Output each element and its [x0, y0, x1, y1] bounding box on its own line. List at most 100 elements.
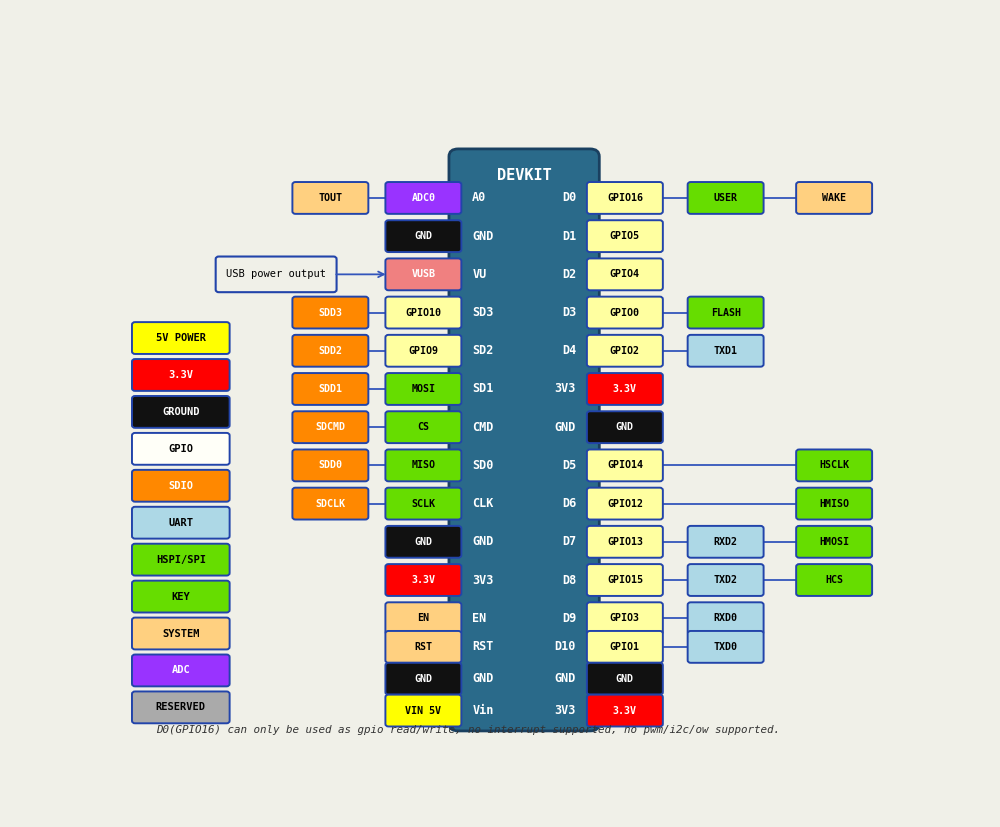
FancyBboxPatch shape — [587, 335, 663, 366]
Text: D5: D5 — [562, 459, 576, 472]
Text: SDD0: SDD0 — [318, 461, 342, 471]
Text: GPIO: GPIO — [168, 444, 193, 454]
Text: GROUND: GROUND — [162, 407, 200, 417]
FancyBboxPatch shape — [292, 449, 368, 481]
FancyBboxPatch shape — [132, 507, 230, 538]
Text: SD2: SD2 — [472, 344, 494, 357]
Text: RESERVED: RESERVED — [156, 702, 206, 712]
FancyBboxPatch shape — [132, 618, 230, 649]
Text: SYSTEM: SYSTEM — [162, 629, 200, 638]
FancyBboxPatch shape — [385, 182, 461, 214]
FancyBboxPatch shape — [587, 297, 663, 328]
Text: SD1: SD1 — [472, 382, 494, 395]
Text: GND: GND — [472, 672, 494, 686]
Text: KEY: KEY — [171, 591, 190, 601]
FancyBboxPatch shape — [385, 220, 461, 252]
Text: CLK: CLK — [472, 497, 494, 510]
FancyBboxPatch shape — [292, 411, 368, 443]
Text: HSCLK: HSCLK — [819, 461, 849, 471]
FancyBboxPatch shape — [385, 564, 461, 596]
FancyBboxPatch shape — [449, 149, 599, 731]
FancyBboxPatch shape — [688, 297, 764, 328]
Text: TXD2: TXD2 — [714, 575, 738, 585]
Text: HMISO: HMISO — [819, 499, 849, 509]
Text: 3.3V: 3.3V — [613, 705, 637, 715]
Text: D7: D7 — [562, 535, 576, 548]
FancyBboxPatch shape — [292, 488, 368, 519]
Text: HCS: HCS — [825, 575, 843, 585]
Text: HSPI/SPI: HSPI/SPI — [156, 555, 206, 565]
FancyBboxPatch shape — [385, 695, 461, 726]
Text: GPIO1: GPIO1 — [610, 642, 640, 652]
Text: RXD0: RXD0 — [714, 614, 738, 624]
FancyBboxPatch shape — [132, 359, 230, 391]
Text: D1: D1 — [562, 230, 576, 242]
FancyBboxPatch shape — [587, 258, 663, 290]
Text: MISO: MISO — [411, 461, 435, 471]
FancyBboxPatch shape — [587, 411, 663, 443]
Text: GND: GND — [414, 537, 432, 547]
Text: SDCLK: SDCLK — [315, 499, 345, 509]
FancyBboxPatch shape — [587, 695, 663, 726]
Text: CMD: CMD — [472, 421, 494, 433]
Text: SDD1: SDD1 — [318, 384, 342, 394]
Text: SDCMD: SDCMD — [315, 423, 345, 433]
Text: GPIO9: GPIO9 — [408, 346, 438, 356]
FancyBboxPatch shape — [587, 220, 663, 252]
Text: EN: EN — [472, 612, 486, 624]
Text: GPIO14: GPIO14 — [607, 461, 643, 471]
Text: GPIO10: GPIO10 — [405, 308, 441, 318]
Text: D3: D3 — [562, 306, 576, 319]
Text: SCLK: SCLK — [411, 499, 435, 509]
Text: SD0: SD0 — [472, 459, 494, 472]
FancyBboxPatch shape — [688, 602, 764, 634]
FancyBboxPatch shape — [688, 182, 764, 214]
Text: TOUT: TOUT — [318, 193, 342, 203]
Text: D9: D9 — [562, 612, 576, 624]
FancyBboxPatch shape — [132, 470, 230, 502]
Text: USER: USER — [714, 193, 738, 203]
FancyBboxPatch shape — [688, 564, 764, 596]
FancyBboxPatch shape — [132, 396, 230, 428]
Text: GPIO15: GPIO15 — [607, 575, 643, 585]
Text: SDD2: SDD2 — [318, 346, 342, 356]
FancyBboxPatch shape — [587, 602, 663, 634]
FancyBboxPatch shape — [132, 654, 230, 686]
Text: GND: GND — [472, 230, 494, 242]
Text: 3V3: 3V3 — [555, 382, 576, 395]
Text: GND: GND — [616, 674, 634, 684]
FancyBboxPatch shape — [292, 182, 368, 214]
Text: DEVKIT: DEVKIT — [497, 168, 552, 183]
FancyBboxPatch shape — [292, 373, 368, 405]
Text: SDD3: SDD3 — [318, 308, 342, 318]
FancyBboxPatch shape — [385, 373, 461, 405]
FancyBboxPatch shape — [688, 335, 764, 366]
Text: GND: GND — [555, 421, 576, 433]
FancyBboxPatch shape — [796, 182, 872, 214]
FancyBboxPatch shape — [587, 449, 663, 481]
FancyBboxPatch shape — [132, 543, 230, 576]
Text: UART: UART — [168, 518, 193, 528]
FancyBboxPatch shape — [132, 691, 230, 724]
Text: D0: D0 — [562, 191, 576, 204]
FancyBboxPatch shape — [587, 564, 663, 596]
FancyBboxPatch shape — [132, 322, 230, 354]
FancyBboxPatch shape — [385, 526, 461, 557]
Text: 5V POWER: 5V POWER — [156, 333, 206, 343]
Text: D2: D2 — [562, 268, 576, 281]
Text: D4: D4 — [562, 344, 576, 357]
FancyBboxPatch shape — [216, 256, 337, 292]
Text: RST: RST — [414, 642, 432, 652]
Text: D6: D6 — [562, 497, 576, 510]
Text: GND: GND — [414, 232, 432, 241]
Text: 3V3: 3V3 — [555, 704, 576, 717]
Text: MOSI: MOSI — [411, 384, 435, 394]
Text: 3.3V: 3.3V — [613, 384, 637, 394]
Text: ADC: ADC — [171, 666, 190, 676]
FancyBboxPatch shape — [292, 297, 368, 328]
Text: GPIO4: GPIO4 — [610, 270, 640, 280]
Text: GPIO12: GPIO12 — [607, 499, 643, 509]
Text: VU: VU — [472, 268, 486, 281]
Text: SD3: SD3 — [472, 306, 494, 319]
FancyBboxPatch shape — [132, 581, 230, 613]
